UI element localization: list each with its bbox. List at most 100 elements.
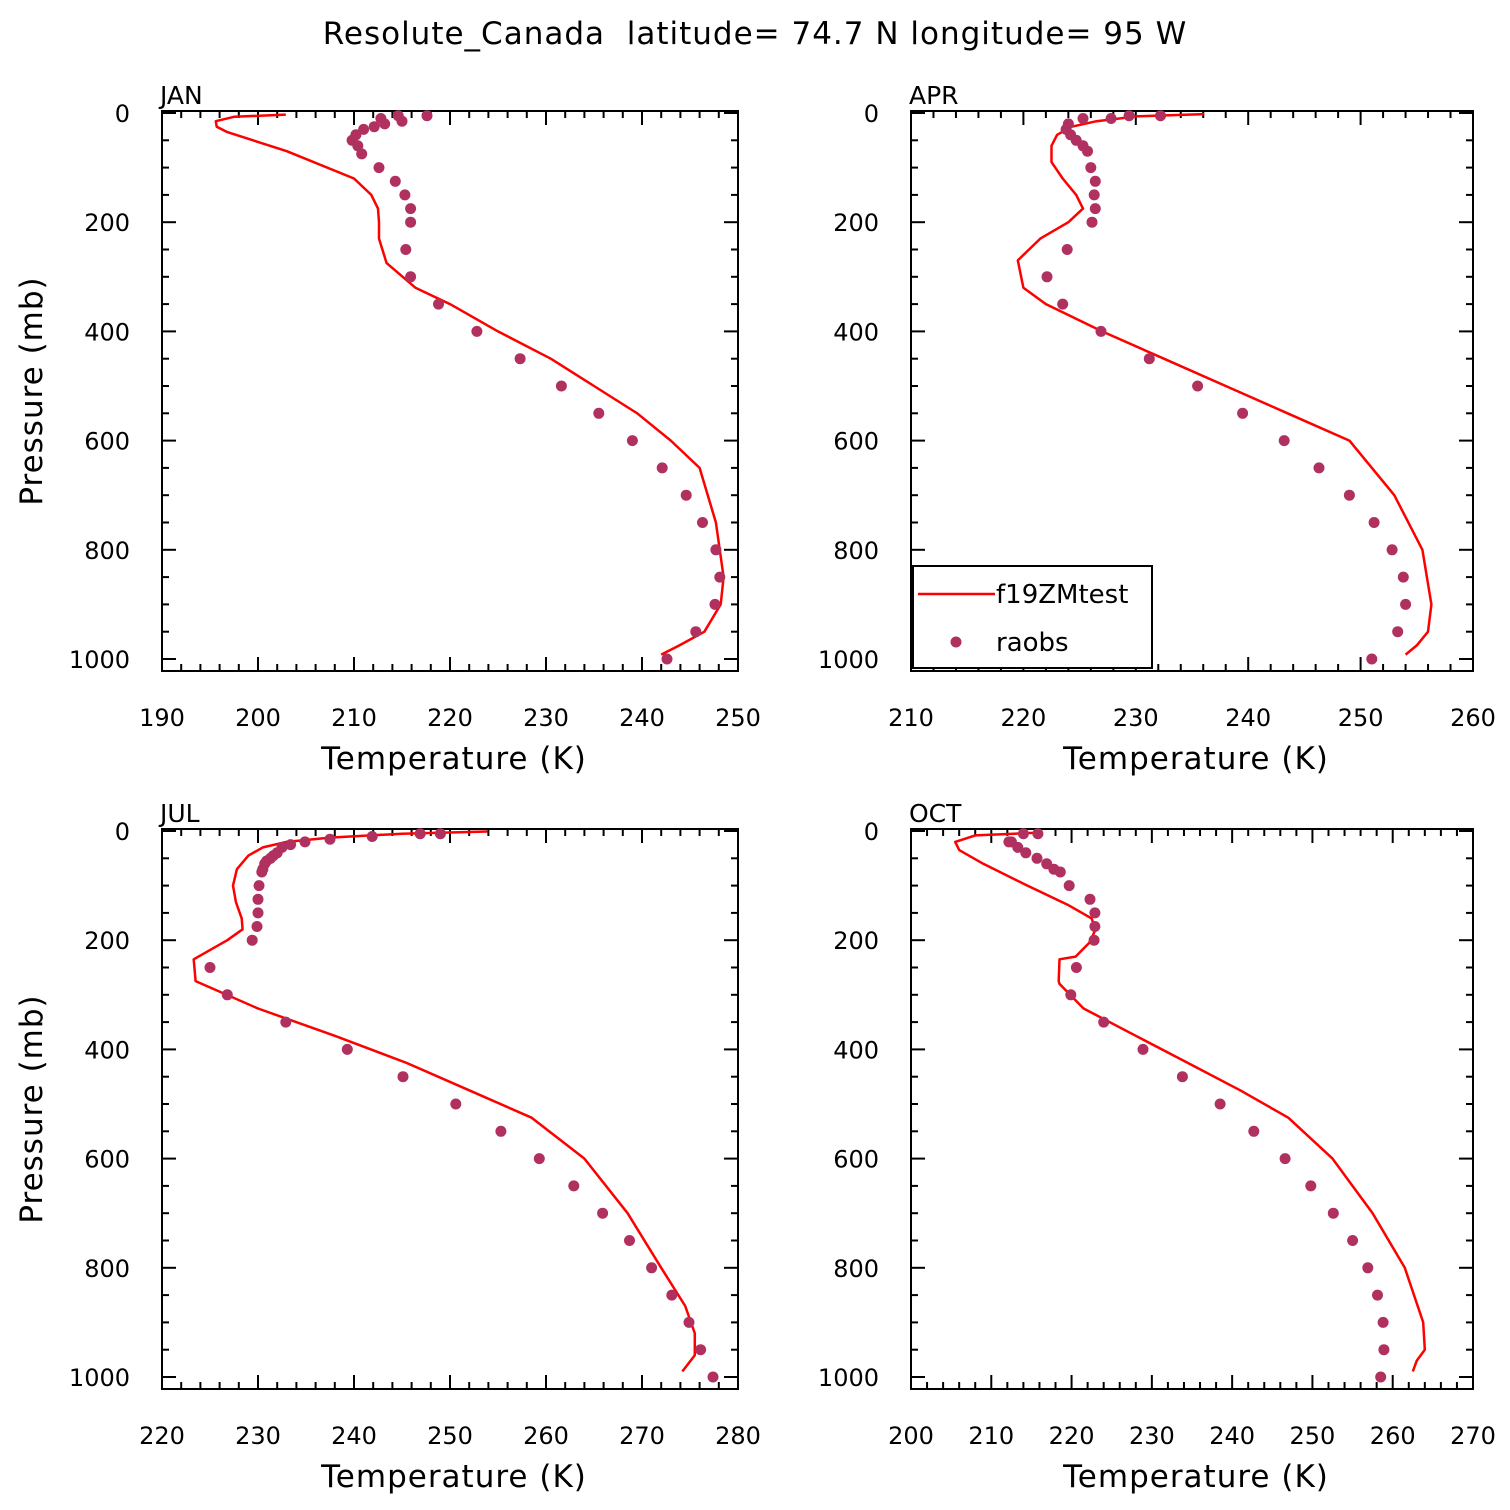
panel-apr-ytick-label: 800 — [833, 537, 879, 565]
panel-jan-ytick-label: 0 — [115, 100, 130, 128]
panel-jan-ytick-label: 800 — [84, 537, 130, 565]
figure-title: Resolute_Canada latitude= 74.7 N longitu… — [323, 16, 1188, 52]
panel-jan-obs-point — [389, 175, 401, 187]
panel-jul-yaxis-title: Pressure (mb) — [14, 994, 50, 1223]
panel-apr-obs-point — [1278, 435, 1290, 447]
panel-oct-obs-point — [1089, 921, 1101, 932]
panel-jul-obs-point — [252, 907, 264, 919]
panel-jan-obs-point — [555, 380, 567, 392]
panel-jul-obs-point — [204, 962, 216, 973]
panel-apr-obs-point — [1041, 271, 1053, 283]
panel-jul-ytick-label: 400 — [84, 1036, 130, 1064]
panel-jan-obs-point — [399, 189, 411, 201]
panel-jan-obs-point — [697, 517, 708, 528]
panel-jul-obs-point — [414, 828, 426, 840]
panel-oct-obs-point — [1327, 1207, 1339, 1219]
panel-jan-yaxis-title: Pressure (mb) — [14, 276, 50, 505]
panel-oct-obs-point — [1089, 907, 1101, 919]
panel-jul-frame — [161, 828, 739, 1390]
panel-jan-xtick-label: 230 — [523, 704, 569, 732]
panel-jul-obs-point — [341, 1043, 353, 1055]
panel-apr-obs-point — [1086, 216, 1098, 228]
panel-jan-obs-point — [358, 123, 370, 135]
panel-oct-ytick-label: 400 — [833, 1036, 879, 1064]
panel-jan-obs-point — [471, 325, 483, 337]
panel-jan-obs-point — [405, 216, 417, 228]
panel-oct-ytick-label: 1000 — [818, 1364, 879, 1392]
panel-jul-obs-point — [397, 1071, 409, 1083]
panel-jan-ytick-label: 600 — [84, 428, 130, 456]
panel-apr-obs-point — [1085, 162, 1097, 174]
panel-jul-obs-point — [624, 1235, 635, 1246]
panel-jan-obs-point — [356, 148, 368, 160]
panel-oct-obs-point — [1137, 1043, 1149, 1055]
panel-apr-ytick-label: 200 — [833, 209, 879, 237]
panel-apr-xtick-label: 250 — [1338, 704, 1384, 732]
panel-apr-obs-point — [1155, 110, 1166, 122]
panel-apr-obs-point — [1089, 203, 1101, 215]
panel-jan-obs-point — [680, 489, 692, 501]
panel-oct-obs-point — [1032, 828, 1044, 840]
panel-apr: APR 210 220 230 240 250 260 0 200 400 600 800 1000 Te… — [818, 81, 1496, 777]
legend-box — [912, 565, 1153, 669]
panel-jan-obs-point — [421, 110, 433, 122]
panel-jul-xtick-label: 230 — [235, 1422, 281, 1450]
panel-jul-obs-point — [256, 866, 268, 878]
panel-oct-obs-point — [1012, 841, 1024, 853]
panel-jan-xtick-label: 220 — [427, 704, 473, 732]
panel-jul-obs-point — [324, 833, 336, 845]
panel-oct-obs-point — [1214, 1098, 1226, 1110]
panel-apr-xtick-label: 240 — [1225, 704, 1271, 732]
panel-jul-obs-point — [252, 893, 264, 905]
panel-oct-ytick-label: 600 — [833, 1146, 879, 1174]
panel-apr-obs-point — [1368, 517, 1380, 528]
panel-oct-obs-point — [1088, 934, 1100, 946]
panel-jul-obs-point — [597, 1207, 609, 1219]
panel-jan-xtick-label: 210 — [331, 704, 377, 732]
panel-jul-obs-point — [434, 828, 446, 840]
panel-oct-obs-point — [1020, 847, 1032, 859]
panel-jul-obs-point — [221, 989, 233, 1001]
panel-jan-obs-point — [396, 115, 408, 127]
panel-apr-obs-point — [1089, 175, 1101, 187]
panel-jan-ytick-label: 400 — [84, 318, 130, 346]
panel-oct-obs-point — [1347, 1235, 1359, 1246]
panel-apr-label: APR — [909, 81, 959, 110]
panel-oct-xtick-label: 200 — [888, 1422, 934, 1450]
panel-jul-xtick-label: 250 — [427, 1422, 473, 1450]
panel-jan-xtick-label: 200 — [235, 704, 281, 732]
panel-jan-obs-point — [405, 203, 417, 215]
panel-oct-obs-point — [1070, 962, 1082, 973]
panel-jan-obs-point — [661, 653, 673, 665]
panel-jul-ytick-label: 1000 — [69, 1364, 130, 1392]
panel-oct-xtick-label: 210 — [968, 1422, 1014, 1450]
panel-oct-xtick-label: 240 — [1209, 1422, 1255, 1450]
panel-jul-obs-point — [695, 1344, 707, 1356]
panel-jan-frame — [161, 110, 739, 672]
panel-apr-xaxis-title: Temperature (K) — [1062, 741, 1329, 777]
panel-oct-obs-point — [1176, 1071, 1188, 1083]
panel-apr-obs-point — [1061, 244, 1073, 255]
panel-jan-obs-point — [626, 435, 638, 447]
panel-apr-obs-point — [1095, 325, 1107, 337]
panel-jan-obs-point — [593, 407, 605, 419]
panel-jan-obs-point — [405, 271, 417, 283]
panel-jul-ytick-label: 600 — [84, 1146, 130, 1174]
panel-oct-obs-point — [1377, 1316, 1389, 1328]
panel-jan-obs-point — [379, 118, 391, 130]
panel-jan-obs-point — [656, 462, 668, 474]
panel-jul-xtick-label: 220 — [139, 1422, 185, 1450]
panel-oct-obs-point — [1054, 866, 1066, 878]
panel-jul-obs-point — [285, 839, 297, 851]
panel-jul-xtick-label: 270 — [619, 1422, 665, 1450]
panel-jan: JAN 190 200 210 220 230 240 250 0 200 400 600 800 100… — [14, 81, 761, 777]
panel-jan-obs-point — [400, 244, 412, 255]
panel-apr-ytick-label: 0 — [864, 100, 879, 128]
panel-jul-obs-point — [299, 836, 311, 848]
panel-apr-obs-point — [1105, 113, 1117, 124]
panel-apr-obs-point — [1386, 544, 1398, 556]
panel-oct-obs-point — [1305, 1180, 1317, 1192]
panel-oct-xtick-label: 270 — [1450, 1422, 1496, 1450]
panel-apr-obs-point — [1123, 110, 1135, 122]
panel-apr-xtick-label: 260 — [1450, 704, 1496, 732]
